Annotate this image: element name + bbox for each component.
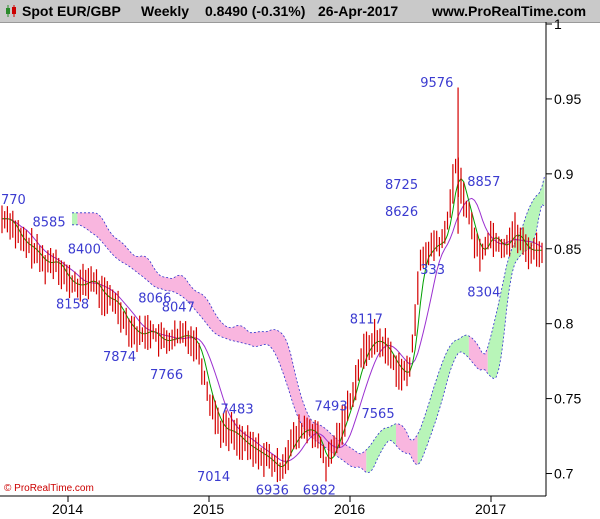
plot-area — [0, 22, 547, 497]
cloud-segment — [77, 212, 367, 473]
candlestick-icon — [4, 4, 18, 18]
level-annotation: 7483 — [221, 403, 254, 418]
level-annotation: 7493 — [315, 400, 348, 415]
ichimoku-clouds — [72, 176, 545, 473]
level-annotation: 8725 — [385, 178, 418, 193]
y-tick-label: 0.75 — [554, 391, 581, 407]
cloud-segment — [487, 176, 545, 379]
level-annotation: 8066 — [138, 292, 171, 307]
chart-header: Spot EUR/GBP Weekly 0.8490 (-0.31%) 26-A… — [0, 0, 600, 23]
level-annotation: 6936 — [256, 484, 289, 499]
instrument-title: Spot EUR/GBP — [22, 3, 121, 19]
y-tick-label: 0.85 — [554, 241, 581, 257]
x-tick-label: 2015 — [193, 501, 224, 517]
slow-line — [2, 197, 543, 462]
cloud-edge-upper — [72, 176, 545, 455]
level-annotation: 9576 — [420, 76, 453, 91]
x-tick-label: 2016 — [334, 501, 365, 517]
x-axis: 2014 2015 2016 2017 — [52, 496, 506, 517]
credit-label: © ProRealTime.com — [4, 483, 94, 494]
date-label: 26-Apr-2017 — [318, 3, 399, 19]
y-tick-label: 0.8 — [554, 316, 574, 332]
cloud-segment — [396, 423, 418, 465]
y-tick-label: 0.9 — [554, 166, 574, 182]
level-annotation: 8158 — [56, 298, 89, 313]
level-annotation: 7766 — [150, 368, 183, 383]
cloud-segment — [417, 335, 469, 465]
level-annotation: 7014 — [197, 470, 230, 485]
level-annotation: 8304 — [467, 286, 500, 301]
cloud-edge-lower — [72, 203, 545, 473]
site-label: www.ProRealTime.com — [432, 3, 587, 19]
level-annotation: 333 — [420, 263, 445, 278]
cloud-segment — [72, 212, 78, 225]
level-annotation: 770 — [1, 193, 26, 208]
x-tick-label: 2017 — [475, 501, 506, 517]
level-annotation: 6982 — [303, 484, 336, 499]
level-annotation: 8047 — [162, 301, 195, 316]
y-axis: 1 0.95 0.9 0.85 0.8 0.75 0.7 — [546, 16, 581, 482]
y-tick-label: 1 — [554, 16, 562, 32]
level-annotation: 7874 — [103, 350, 136, 365]
level-annotation: 8117 — [350, 313, 383, 328]
cloud-segment — [468, 336, 488, 374]
level-annotation: 8857 — [467, 175, 500, 190]
level-annotation: 8400 — [68, 242, 101, 257]
level-annotation: 7565 — [362, 407, 395, 422]
y-tick-label: 0.7 — [554, 466, 574, 482]
level-annotation: 8626 — [385, 205, 418, 220]
x-tick-label: 2014 — [52, 501, 83, 517]
level-annotation: 8585 — [33, 215, 66, 230]
y-tick-label: 0.95 — [554, 91, 581, 107]
price-change: 0.8490 (-0.31%) — [205, 3, 306, 19]
cloud-segment — [366, 423, 396, 473]
price-bars — [1, 87, 543, 483]
interval-label: Weekly — [141, 3, 189, 19]
